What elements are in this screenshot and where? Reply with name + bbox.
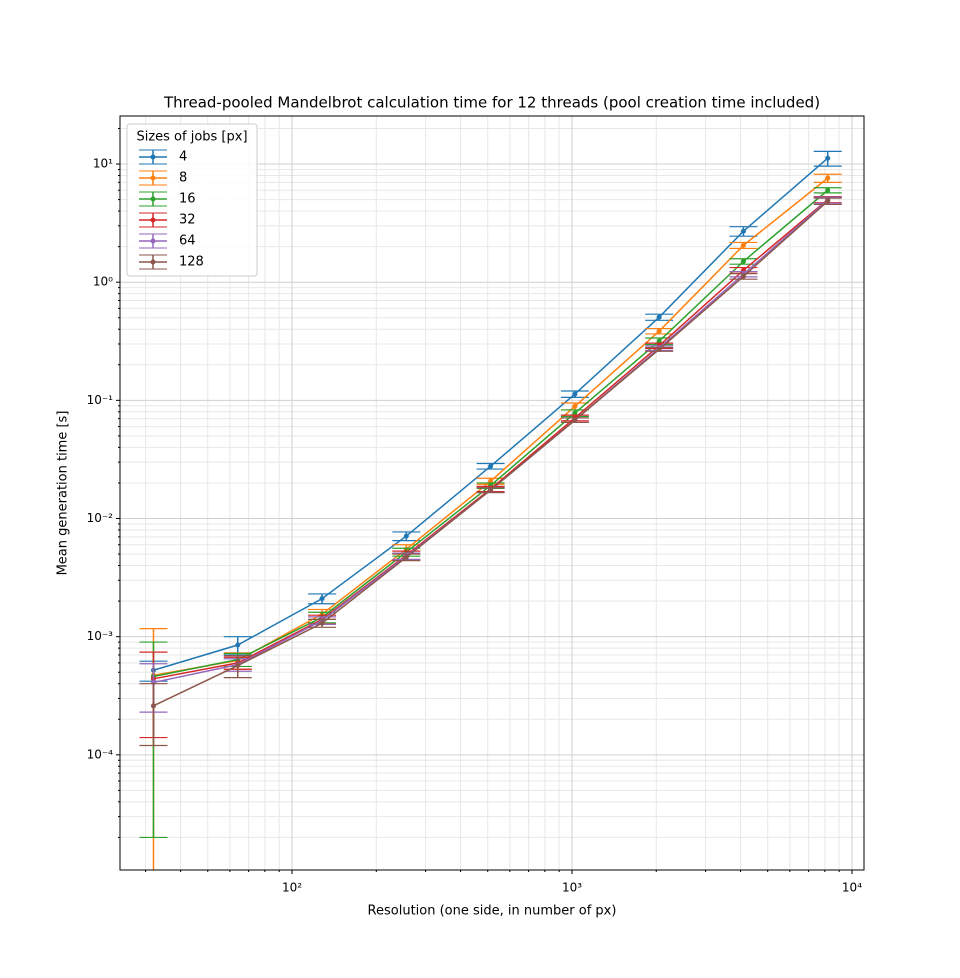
- x-tick-label: 10⁴: [842, 881, 862, 895]
- point: [740, 228, 746, 234]
- point: [403, 533, 409, 539]
- point: [572, 410, 578, 416]
- point: [825, 198, 831, 204]
- point: [656, 328, 662, 334]
- x-tick-label: 10³: [562, 881, 582, 895]
- y-tick-label: 10⁻⁴: [87, 747, 114, 761]
- point: [825, 175, 831, 181]
- legend-marker: [150, 154, 156, 160]
- y-axis-label: Mean generation time [s]: [56, 411, 71, 576]
- point: [150, 703, 156, 709]
- point: [488, 463, 494, 469]
- legend-marker: [150, 175, 156, 181]
- point: [235, 642, 241, 648]
- point: [656, 338, 662, 344]
- legend-marker: [150, 196, 156, 202]
- grid: [120, 116, 864, 870]
- point: [740, 273, 746, 279]
- legend-marker: [150, 217, 156, 223]
- point: [235, 663, 241, 669]
- point: [572, 391, 578, 397]
- legend-marker: [150, 238, 156, 244]
- x-axis-label: Resolution (one side, in number of px): [368, 904, 617, 919]
- point: [740, 242, 746, 248]
- y-tick-label: 10¹: [93, 157, 113, 171]
- legend-label: 32: [179, 213, 196, 228]
- point: [740, 258, 746, 264]
- point: [403, 554, 409, 560]
- plot-area: [139, 150, 842, 870]
- legend-label: 4: [179, 150, 187, 165]
- chart-title: Thread-pooled Mandelbrot calculation tim…: [163, 94, 820, 112]
- axes-frame: [119, 115, 865, 871]
- y-tick-label: 10⁰: [93, 275, 113, 289]
- y-tick-label: 10⁻¹: [87, 393, 114, 407]
- point: [488, 487, 494, 493]
- y-tick-label: 10⁻³: [87, 629, 114, 643]
- point: [825, 187, 831, 193]
- legend-title: Sizes of jobs [px]: [136, 130, 247, 145]
- legend-label: 128: [179, 255, 204, 270]
- legend-label: 16: [179, 192, 196, 207]
- point: [572, 417, 578, 423]
- axes: 10² 10³ 10⁴ 10⁻⁴ 10⁻³ 10⁻² 10⁻¹ 10⁰ 10¹: [87, 127, 862, 895]
- legend-label: 8: [179, 171, 187, 186]
- x-tick-label: 10²: [282, 881, 302, 895]
- point: [572, 403, 578, 409]
- point: [656, 346, 662, 352]
- legend: Sizes of jobs [px] 4 8 16 32 64 128: [126, 123, 258, 277]
- legend-marker: [150, 259, 156, 265]
- point: [319, 596, 325, 602]
- legend-label: 64: [179, 234, 196, 249]
- point: [825, 155, 831, 161]
- y-tick-label: 10⁻²: [87, 511, 114, 525]
- point: [656, 314, 662, 320]
- legend-box: [126, 123, 258, 277]
- point: [319, 620, 325, 626]
